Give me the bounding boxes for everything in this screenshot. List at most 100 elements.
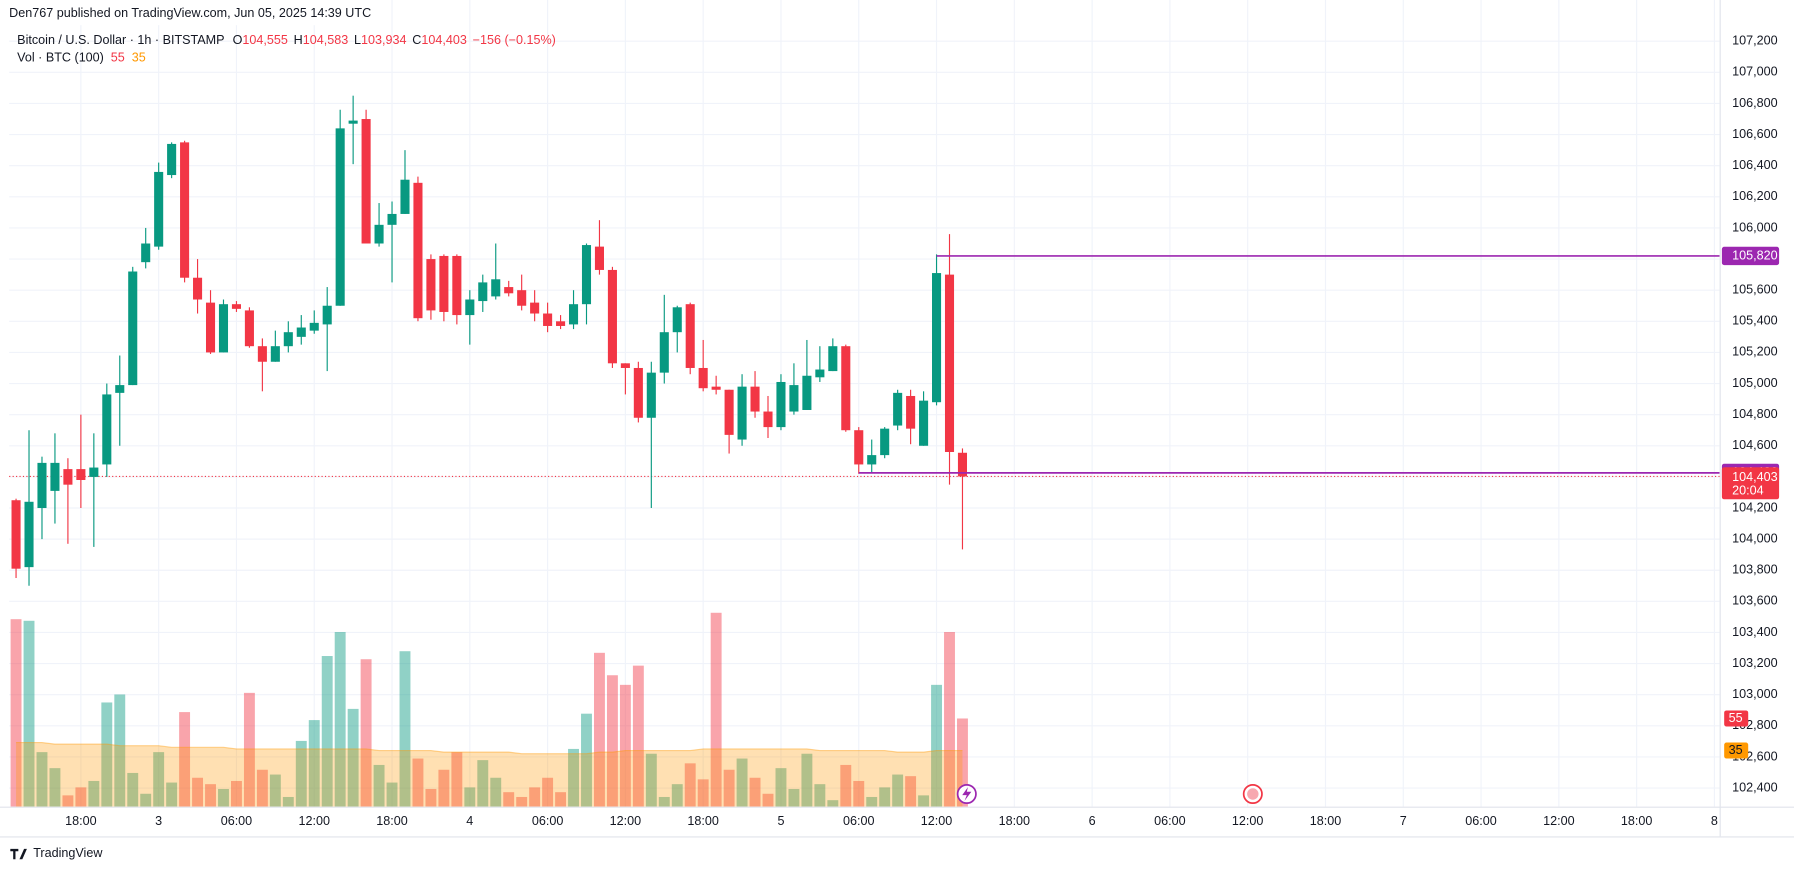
y-tick-label: 106,000 bbox=[1732, 220, 1777, 234]
ma-label-bg bbox=[1724, 742, 1749, 759]
volume-bar bbox=[516, 796, 528, 807]
volume-bar bbox=[101, 702, 113, 807]
candle-body bbox=[517, 290, 527, 306]
volume-bar bbox=[632, 665, 644, 807]
volume-bar bbox=[386, 782, 398, 807]
candle-body bbox=[711, 386, 721, 390]
volume-bar bbox=[308, 720, 320, 807]
x-tick-label: 3 bbox=[155, 814, 162, 828]
x-tick-label: 18:00 bbox=[999, 814, 1030, 828]
volume-bar bbox=[347, 708, 359, 807]
volume-bar bbox=[775, 768, 787, 807]
volume-bar bbox=[425, 788, 437, 807]
candle-body bbox=[11, 500, 21, 569]
x-tick-label: 4 bbox=[466, 814, 473, 828]
volume-bar bbox=[179, 712, 191, 807]
candle-body bbox=[309, 322, 319, 331]
volume-bar bbox=[529, 787, 541, 807]
x-tick-label: 5 bbox=[777, 814, 784, 828]
volume-bar bbox=[23, 620, 35, 807]
candle-body bbox=[906, 395, 916, 429]
candle-body bbox=[193, 277, 203, 300]
candle-body bbox=[76, 469, 86, 481]
lightning bbox=[962, 787, 972, 801]
x-tick-label: 06:00 bbox=[221, 814, 252, 828]
price-label-bg bbox=[1721, 246, 1780, 266]
y-tick-label: 103,000 bbox=[1732, 687, 1777, 701]
x-tick-label: 12:00 bbox=[921, 814, 952, 828]
candle-body bbox=[620, 363, 630, 368]
candle-body bbox=[24, 501, 34, 568]
volume-bar bbox=[645, 753, 657, 807]
candle-body bbox=[296, 327, 306, 337]
x-tick-label: 7 bbox=[1400, 814, 1407, 828]
volume-bar bbox=[879, 787, 891, 807]
volume-bar bbox=[477, 760, 489, 807]
open-key: O bbox=[233, 34, 243, 48]
volume-bar bbox=[788, 788, 800, 807]
candle-body bbox=[478, 282, 488, 302]
volume-label-bg bbox=[1724, 710, 1749, 727]
candle-body bbox=[50, 462, 60, 491]
x-tick-label: 18:00 bbox=[376, 814, 407, 828]
candle-body bbox=[439, 255, 449, 312]
volume-bar bbox=[568, 748, 579, 807]
symbol: Bitcoin / U.S. Dollar · 1h · BITSTAMP bbox=[17, 34, 224, 48]
volume-pane bbox=[10, 612, 968, 807]
volume-bar bbox=[166, 782, 178, 807]
x-tick-label: 18:00 bbox=[65, 814, 96, 828]
volume-bar bbox=[581, 713, 592, 807]
x-tick-label: 18:00 bbox=[1310, 814, 1341, 828]
volume-bar bbox=[827, 800, 839, 807]
candle-body bbox=[322, 305, 332, 325]
open-value: 104,555 bbox=[242, 34, 287, 48]
volume-bar bbox=[749, 777, 761, 807]
candle-body bbox=[154, 171, 164, 247]
countdown: 20:04 bbox=[1732, 484, 1763, 498]
volume-bar bbox=[114, 694, 126, 807]
candle-body bbox=[348, 120, 358, 124]
candle-body bbox=[504, 287, 514, 294]
flag bbox=[1247, 788, 1259, 800]
candle-body bbox=[89, 467, 99, 477]
x-tick-label: 06:00 bbox=[1154, 814, 1185, 828]
volume-bar bbox=[321, 656, 333, 807]
candle-body bbox=[543, 313, 553, 326]
volume-bar bbox=[555, 792, 567, 807]
volume-bar bbox=[256, 769, 268, 807]
candle-body bbox=[361, 119, 371, 244]
legend-line: Bitcoin / U.S. Dollar · 1h · BITSTAMP O1… bbox=[17, 34, 556, 48]
volume-bar bbox=[723, 769, 735, 807]
candle-body bbox=[102, 394, 112, 465]
candle-body bbox=[63, 469, 73, 485]
volume-bar bbox=[801, 753, 813, 807]
volume-bar bbox=[88, 780, 100, 807]
volume-bar bbox=[412, 758, 424, 807]
low-value: 103,934 bbox=[361, 34, 406, 48]
volume-bar bbox=[243, 692, 255, 807]
candle-body bbox=[944, 274, 955, 452]
candle-body bbox=[607, 269, 617, 364]
candle-body bbox=[789, 385, 799, 412]
volume-bar bbox=[334, 631, 346, 807]
volume-bar bbox=[153, 752, 165, 807]
x-tick-label: 06:00 bbox=[843, 814, 874, 828]
candle-body bbox=[244, 310, 254, 347]
candle-body bbox=[815, 369, 825, 378]
candle-body bbox=[167, 143, 177, 176]
x-tick-label: 12:00 bbox=[1232, 814, 1263, 828]
candle-body bbox=[737, 386, 747, 440]
candle-body bbox=[387, 213, 397, 225]
y-tick-label: 105,000 bbox=[1732, 376, 1777, 390]
volume-bar bbox=[944, 631, 955, 807]
x-tick-label: 18:00 bbox=[687, 814, 718, 828]
volume-bar bbox=[75, 787, 87, 807]
candle-body bbox=[413, 182, 423, 319]
volume-bar bbox=[464, 787, 476, 807]
y-tick-label: 106,800 bbox=[1732, 96, 1777, 110]
candle-body bbox=[802, 375, 812, 410]
y-tick-label: 104,600 bbox=[1732, 438, 1777, 452]
volume-bar bbox=[451, 752, 463, 807]
candle-body bbox=[231, 304, 241, 309]
